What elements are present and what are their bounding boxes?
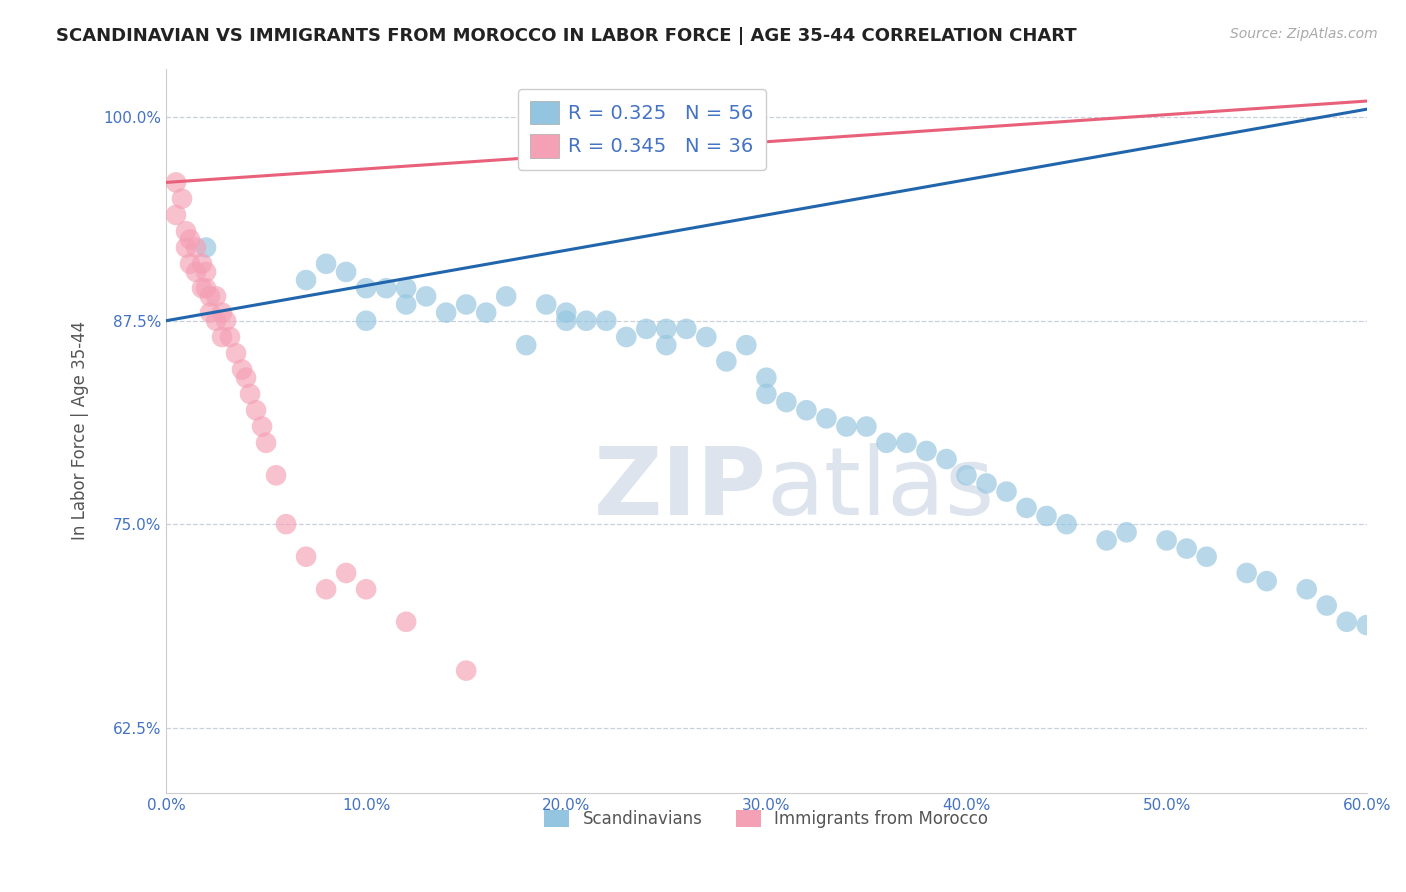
Point — [575, 314, 598, 328]
Point — [184, 265, 207, 279]
Point — [198, 289, 221, 303]
Point — [295, 549, 318, 564]
Point — [354, 314, 377, 328]
Point — [456, 297, 478, 311]
Point — [315, 257, 337, 271]
Point — [205, 289, 228, 303]
Point — [335, 566, 357, 580]
Point — [955, 468, 977, 483]
Point — [976, 476, 998, 491]
Point — [1316, 599, 1339, 613]
Point — [534, 297, 557, 311]
Point — [231, 362, 253, 376]
Point — [915, 444, 938, 458]
Point — [695, 330, 717, 344]
Point — [225, 346, 247, 360]
Point — [1035, 508, 1057, 523]
Point — [395, 281, 418, 295]
Point — [1156, 533, 1178, 548]
Point — [475, 305, 498, 319]
Point — [1355, 618, 1378, 632]
Point — [179, 257, 201, 271]
Point — [395, 297, 418, 311]
Point — [1256, 574, 1278, 588]
Point — [1336, 615, 1358, 629]
Point — [735, 338, 758, 352]
Text: atlas: atlas — [766, 442, 994, 534]
Point — [205, 314, 228, 328]
Point — [211, 330, 233, 344]
Point — [191, 281, 214, 295]
Point — [515, 338, 537, 352]
Point — [555, 314, 578, 328]
Text: ZIP: ZIP — [593, 442, 766, 534]
Point — [614, 330, 637, 344]
Point — [191, 257, 214, 271]
Point — [875, 435, 897, 450]
Point — [274, 517, 297, 532]
Point — [1095, 533, 1118, 548]
Point — [1056, 517, 1078, 532]
Point — [245, 403, 267, 417]
Point — [165, 176, 187, 190]
Point — [250, 419, 273, 434]
Point — [655, 322, 678, 336]
Point — [456, 664, 478, 678]
Point — [174, 240, 197, 254]
Point — [315, 582, 337, 597]
Point — [755, 370, 778, 384]
Point — [239, 387, 262, 401]
Point — [675, 322, 697, 336]
Point — [165, 208, 187, 222]
Point — [354, 281, 377, 295]
Point — [1175, 541, 1198, 556]
Point — [1015, 500, 1038, 515]
Point — [1295, 582, 1317, 597]
Point — [295, 273, 318, 287]
Point — [195, 281, 218, 295]
Point — [179, 232, 201, 246]
Point — [395, 615, 418, 629]
Point — [775, 395, 797, 409]
Point — [434, 305, 457, 319]
Point — [935, 452, 957, 467]
Text: Source: ZipAtlas.com: Source: ZipAtlas.com — [1230, 27, 1378, 41]
Point — [184, 240, 207, 254]
Legend: Scandinavians, Immigrants from Morocco: Scandinavians, Immigrants from Morocco — [537, 804, 995, 835]
Point — [215, 314, 238, 328]
Point — [995, 484, 1018, 499]
Point — [198, 305, 221, 319]
Point — [716, 354, 738, 368]
Y-axis label: In Labor Force | Age 35-44: In Labor Force | Age 35-44 — [72, 321, 89, 541]
Point — [636, 322, 658, 336]
Point — [335, 265, 357, 279]
Point — [595, 314, 617, 328]
Point — [211, 305, 233, 319]
Point — [354, 582, 377, 597]
Point — [655, 338, 678, 352]
Text: SCANDINAVIAN VS IMMIGRANTS FROM MOROCCO IN LABOR FORCE | AGE 35-44 CORRELATION C: SCANDINAVIAN VS IMMIGRANTS FROM MOROCCO … — [56, 27, 1077, 45]
Point — [1115, 525, 1137, 540]
Point — [195, 240, 218, 254]
Point — [796, 403, 818, 417]
Point — [375, 281, 398, 295]
Point — [235, 370, 257, 384]
Point — [170, 192, 193, 206]
Point — [1195, 549, 1218, 564]
Point — [254, 435, 277, 450]
Point — [815, 411, 838, 425]
Point — [555, 305, 578, 319]
Point — [219, 330, 242, 344]
Point — [195, 265, 218, 279]
Point — [896, 435, 918, 450]
Point — [174, 224, 197, 238]
Point — [415, 289, 437, 303]
Point — [495, 289, 517, 303]
Point — [755, 387, 778, 401]
Point — [855, 419, 877, 434]
Point — [264, 468, 287, 483]
Point — [1236, 566, 1258, 580]
Point — [835, 419, 858, 434]
